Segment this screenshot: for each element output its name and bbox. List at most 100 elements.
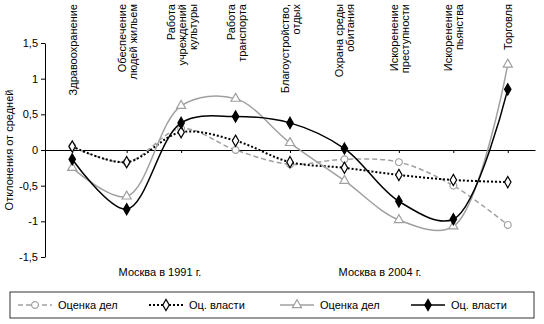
series-line [72,89,508,221]
category-label: Работаучрежденийкультуры [165,3,199,65]
x-tick [181,150,182,153]
category-label: Торговля [502,4,514,50]
legend-label: Оц. власти [451,299,507,311]
category-label: Работатранспорта [225,3,248,62]
y-tick: -1 [28,215,45,227]
y-axis: -1,5 -1 -0,5 0 0,5 1 1,5 [19,37,45,263]
y-tick-label: -0,5 [19,180,38,192]
x-tick-mark [127,150,128,153]
legend-marker [292,300,301,308]
category-tick: Охрана средыобитания [333,4,356,77]
series-marker [396,169,402,180]
y-tick-mark [41,114,45,115]
category-label: Обеспечениелюдей жильем [116,4,139,80]
category-tick: Работаучрежденийкультуры [165,3,199,65]
x-tick-mark [181,150,182,153]
legend-marker [32,302,39,309]
series-marker [504,222,511,229]
y-tick: 1 [32,73,45,85]
category-label: Охрана средыобитания [333,4,356,77]
y-tick-mark [41,79,45,80]
legend-item: Оц. власти [149,299,245,311]
series-marker [232,111,238,122]
series-marker [232,147,239,154]
series-marker [123,204,129,215]
y-tick-label: -1,5 [19,251,38,263]
y-tick-mark [41,186,45,187]
series-marker [450,214,456,225]
y-tick: 0 [32,144,45,156]
annotation: Москва в 1991 г. [119,266,202,278]
series-marker [122,191,131,199]
series-marker [505,177,511,188]
category-label: Здравоохранение [67,4,79,95]
x-tick-mark [453,150,454,153]
category-label: Искоренениепьянства [442,3,465,71]
chart: -1,5 -1 -0,5 0 0,5 1 1,5 Здравоохранение Обеспеч… [0,0,544,324]
legend-item: Оценка дел [18,299,118,311]
x-tick-mark [508,150,509,153]
legend-box [10,292,534,318]
legend: Оценка дел Оц. власти Оценка дел Оц. власти [10,292,534,318]
x-tick-mark [399,150,400,153]
y-tick: 1,5 [23,37,45,49]
y-tick-label: 1,5 [23,37,38,49]
series-line [72,64,508,230]
x-tick [399,150,400,153]
category-label: Благоустройство,отдых [279,4,302,94]
y-tick-mark [41,150,45,151]
x-tick [508,150,509,153]
y-tick-label: 0,5 [23,108,38,120]
category-tick: Здравоохранение [67,4,79,95]
x-tick-mark [290,150,291,153]
y-tick-label: 0 [32,144,38,156]
category-axis: Здравоохранение Обеспечениелюдей жильем Ра… [67,3,515,95]
series-marker [505,84,511,95]
series-line [72,131,508,182]
y-tick: -1,5 [19,251,45,263]
series-marker [69,141,75,152]
series-marker [341,162,347,173]
x-tick [453,150,454,153]
y-tick-label: -1 [28,215,38,227]
y-tick-mark [41,221,45,222]
x-axis [46,150,536,153]
plot-area [68,59,513,230]
legend-marker [163,299,169,310]
series-marker [394,215,403,223]
x-tick [290,150,291,153]
y-tick: 0,5 [23,108,45,120]
category-tick: Искоренениепьянства [442,3,465,71]
category-tick: Работатранспорта [225,3,248,62]
y-axis-title: Отклонения от средней [3,90,15,211]
y-tick-mark [41,43,45,44]
series-marker [340,175,349,183]
series-marker [287,117,293,128]
series-marker [503,59,512,67]
y-tick-mark [41,257,45,258]
legend-label: Оценка дел [58,299,118,311]
y-tick: -0,5 [19,180,45,192]
series-marker [287,157,293,168]
legend-label: Оц. власти [189,299,245,311]
series-marker [396,159,403,166]
series-marker [232,135,238,146]
series-marker [178,117,184,128]
series-marker [341,143,347,154]
series-line [72,128,508,224]
category-tick: Обеспечениелюдей жильем [116,4,139,80]
legend-item: Оценка дел [280,299,380,311]
legend-marker [425,299,431,310]
series-marker [450,174,456,185]
legend-item: Оц. власти [411,299,507,311]
series-marker [177,101,186,109]
series-marker [231,93,240,101]
y-tick-label: 1 [32,73,38,85]
category-tick: Искоренениепреступности [388,4,411,73]
category-tick: Благоустройство,отдых [279,4,302,94]
x-tick [127,150,128,153]
category-tick: Торговля [502,4,514,50]
legend-label: Оценка дел [320,299,380,311]
series-marker [396,196,402,207]
category-label: Искоренениепреступности [388,4,411,73]
